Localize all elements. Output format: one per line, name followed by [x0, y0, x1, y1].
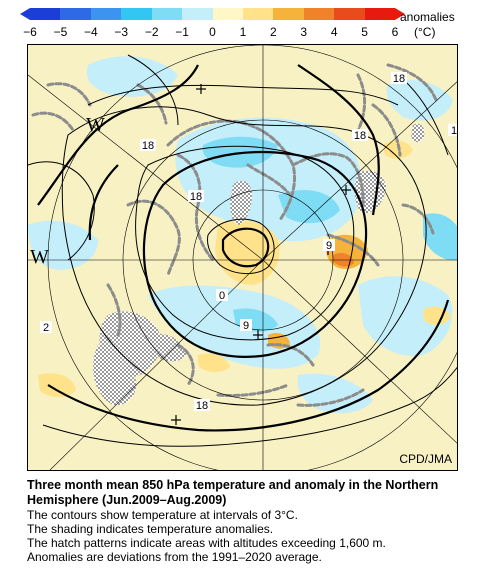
- temperature-contours-thin: [28, 54, 457, 447]
- colorbar-tick-label: 3: [300, 25, 308, 39]
- colorbar-segment: [212, 8, 243, 20]
- caption-line: The contours show temperature at interva…: [27, 508, 298, 522]
- colorbar-tick-label: −3: [114, 25, 129, 39]
- contour-label-text: 1: [451, 125, 457, 137]
- contour-label-text: 18: [354, 130, 366, 142]
- colorbar-segment: [334, 8, 365, 20]
- caption-line: The hatch patterns indicate areas with a…: [27, 536, 386, 550]
- contour-label-text: 9: [326, 240, 332, 252]
- colorbar-unit-label: anomalies: [400, 10, 455, 24]
- colorbar-tick-label: 4: [330, 25, 338, 39]
- w-label: W: [30, 246, 49, 268]
- colorbar-segment: [273, 8, 304, 20]
- colorbar-segment: [182, 8, 213, 20]
- contour-label: 18: [194, 399, 210, 412]
- contour-label-text: 18: [393, 73, 405, 85]
- caption-line: Anomalies are deviations from the 1991–2…: [27, 550, 322, 564]
- caption-line: The shading indicates temperature anomal…: [27, 522, 274, 536]
- contour-label-text: 18: [196, 400, 208, 412]
- contour-label: 18: [352, 129, 368, 142]
- caption-title-line-2: Hemisphere (Jun.2009–Aug.2009): [27, 493, 227, 507]
- temperature-contours-bold: [37, 64, 450, 432]
- colorbar-unit-symbol: (°C): [414, 25, 436, 39]
- contour-label: 1: [448, 124, 457, 137]
- contour-labels: 18 18 18 18 18 0: [40, 72, 457, 412]
- colorbar-tick-label: −1: [175, 25, 189, 39]
- map-canvas: 18 18 18 18 18 0: [28, 45, 457, 470]
- colorbar-tick-label: 2: [269, 25, 277, 39]
- contour-label: 9: [240, 319, 252, 332]
- contour-label: 18: [391, 72, 407, 85]
- anomaly-colorbar: −6 −5 −4 −3 −2 −1 0 1 2 3 4 5 6 anomalies (°C): [0, 0, 480, 42]
- colorbar-segment: [151, 8, 183, 20]
- figure-caption: Three month mean 850 hPa temperature and…: [27, 478, 467, 564]
- colorbar-tick-label: −4: [83, 25, 98, 39]
- map-credit: CPD/JMA: [399, 452, 452, 466]
- colorbar-ticks: −6 −5 −4 −3 −2 −1 0 1 2 3 4 5 6: [23, 25, 398, 39]
- colorbar-tick-label: 0: [209, 25, 216, 39]
- colorbar-left-arrow: [20, 8, 30, 20]
- colorbar-segments: [30, 8, 396, 20]
- contour-label-text: 18: [190, 191, 202, 203]
- colorbar-segment: [242, 8, 274, 20]
- colorbar-tick-label: −6: [23, 25, 37, 39]
- colorbar-segment: [121, 8, 152, 20]
- contour-label: 0: [216, 289, 228, 302]
- contour-label-text: 9: [243, 320, 249, 332]
- colorbar-tick-label: −5: [53, 25, 68, 39]
- colorbar-right-arrow: [395, 8, 405, 20]
- contour-label: 9: [323, 239, 335, 252]
- contour-label-text: 18: [142, 140, 154, 152]
- contour-label: 18: [140, 139, 156, 152]
- caption-title-line-1: Three month mean 850 hPa temperature and…: [27, 478, 439, 492]
- colorbar-segment: [30, 8, 61, 20]
- colorbar-tick-label: 5: [361, 25, 368, 39]
- polar-stereographic-map: 18 18 18 18 18 0: [27, 44, 458, 471]
- graticule: [28, 45, 457, 470]
- contour-label-text: 2: [43, 322, 49, 334]
- pressure-labels: W W: [30, 114, 105, 268]
- contour-label: 2: [40, 321, 52, 334]
- colorbar-tick-label: 1: [239, 25, 247, 39]
- w-label: W: [86, 114, 105, 136]
- contour-label: 18: [188, 190, 204, 203]
- colorbar-segment: [90, 8, 122, 20]
- high-altitude-hatching: [93, 123, 425, 406]
- colorbar-segment: [364, 8, 396, 20]
- colorbar-tick-label: −2: [144, 25, 159, 39]
- colorbar-segment: [303, 8, 335, 20]
- colorbar-tick-label: 6: [391, 25, 399, 39]
- colorbar-segment: [60, 8, 91, 20]
- contour-label-text: 0: [219, 290, 225, 302]
